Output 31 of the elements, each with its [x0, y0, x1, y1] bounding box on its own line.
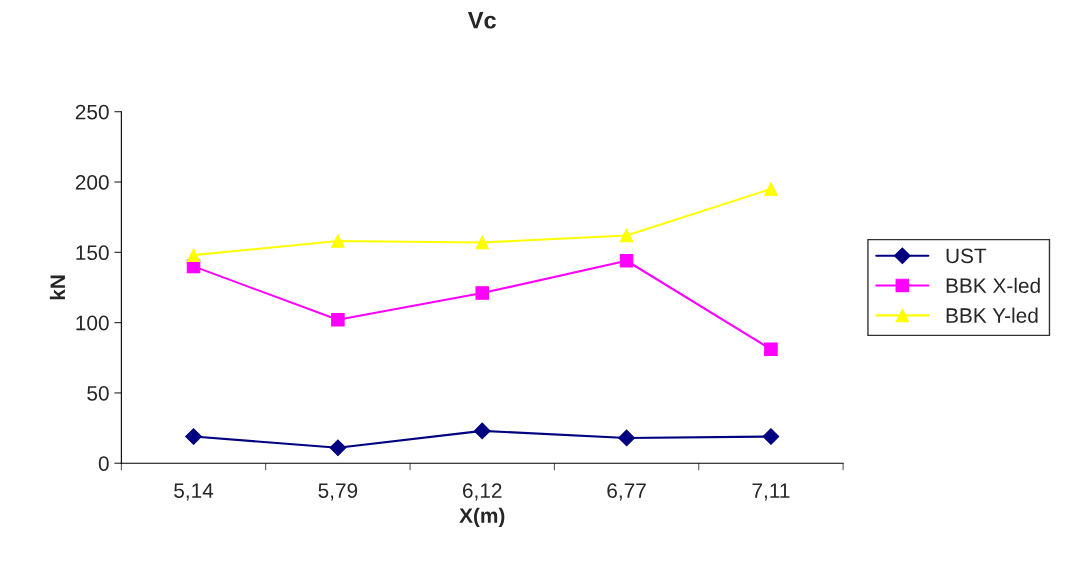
x-tick-label: 6,12: [463, 483, 502, 501]
point: [331, 234, 345, 248]
x-tick-label: 5,14: [174, 483, 214, 501]
y-tick-label: 0: [98, 456, 109, 471]
y-tick-label: 250: [75, 104, 109, 120]
legend-label: UST: [946, 248, 987, 264]
y-tick-label: 150: [76, 245, 109, 261]
y-tick-label: 200: [75, 175, 109, 190]
y-tick-label: 100: [76, 315, 109, 331]
point: [619, 253, 634, 268]
point: [764, 182, 778, 196]
point: [186, 248, 201, 262]
point: [762, 428, 780, 445]
point: [473, 422, 491, 440]
y-axis-title: kN: [49, 275, 65, 300]
point: [331, 313, 345, 327]
x-tick-label: 6,77: [607, 483, 646, 501]
x-axis-title: X(m): [459, 507, 505, 528]
point: [185, 428, 202, 445]
point: [619, 228, 634, 243]
point: [475, 286, 489, 300]
y-tick-label: 50: [87, 385, 109, 401]
x-tick-label: 7,11: [752, 483, 790, 501]
x-tick-label: 5,79: [318, 483, 358, 501]
point: [618, 429, 635, 447]
point: [329, 439, 347, 457]
point: [764, 342, 778, 357]
legend-label: BBK Y-led: [946, 307, 1038, 323]
point: [475, 235, 489, 250]
chart-title: Vc: [467, 12, 496, 29]
legend-label: BBK X-led: [946, 277, 1040, 294]
